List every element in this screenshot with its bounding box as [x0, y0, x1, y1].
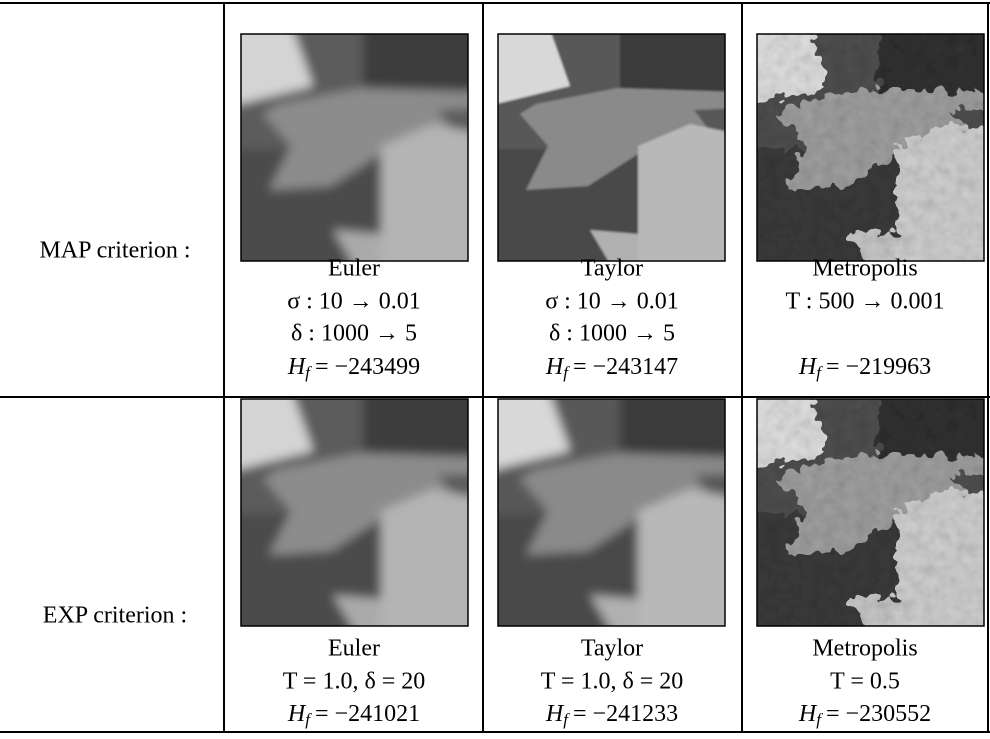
energy-subscript: f [816, 363, 823, 382]
energy-value: = −230552 [826, 701, 931, 727]
region [849, 595, 897, 626]
parameter: δ : 1000 → 5 [549, 321, 675, 347]
result-image [497, 33, 726, 262]
energy-subscript: f [305, 363, 312, 382]
image-regions [757, 399, 984, 626]
result-image [497, 398, 726, 627]
image-border [240, 398, 469, 627]
energy-value: = −243147 [573, 354, 678, 380]
result-image [240, 398, 469, 627]
image-regions [241, 399, 468, 626]
method-name: Taylor [581, 636, 643, 662]
energy-symbol: H [545, 701, 565, 727]
region [620, 399, 725, 467]
energy: Hf = −241021 [287, 701, 420, 729]
energy: Hf = −243147 [545, 354, 678, 382]
method-name: Euler [328, 636, 380, 662]
image-border [756, 33, 985, 262]
energy-subscript: f [816, 710, 823, 729]
energy-value: = −241021 [315, 701, 420, 727]
energy-symbol: H [287, 354, 307, 380]
energy-symbol: H [545, 354, 565, 380]
region [779, 88, 984, 190]
energy-value: = −243499 [315, 354, 420, 380]
region [381, 124, 468, 261]
image-filtered [757, 34, 984, 261]
parameter: σ : 10 → 0.01 [287, 289, 421, 315]
region [498, 399, 570, 469]
region [263, 453, 468, 555]
result-image [756, 398, 985, 627]
image-filtered [757, 399, 984, 626]
image-filtered [241, 399, 468, 626]
image-border [497, 398, 726, 627]
energy-subscript: f [563, 710, 570, 729]
region [620, 34, 725, 102]
parameter: T = 1.0, δ = 20 [541, 669, 684, 695]
energy-subscript: f [563, 363, 570, 382]
image-filtered [498, 34, 725, 261]
region [333, 230, 381, 261]
region [757, 34, 829, 104]
image-regions [498, 34, 725, 261]
energy: Hf = −230552 [798, 701, 931, 729]
parameter: δ : 1000 → 5 [291, 321, 417, 347]
method-name: Taylor [581, 256, 643, 282]
region [333, 595, 381, 626]
region [241, 399, 313, 469]
region [590, 230, 638, 261]
region [879, 399, 984, 467]
region [520, 88, 725, 190]
region [263, 88, 468, 190]
energy-subscript: f [305, 710, 312, 729]
image-border [240, 33, 469, 262]
parameter: T = 0.5 [830, 669, 900, 695]
image-border [497, 33, 726, 262]
image-regions [498, 399, 725, 626]
image-regions [757, 34, 984, 261]
region [879, 34, 984, 102]
energy: Hf = −243499 [287, 354, 420, 382]
energy-symbol: H [287, 701, 307, 727]
region [381, 489, 468, 626]
method-name: Metropolis [812, 636, 917, 662]
region [897, 124, 984, 261]
parameter: σ : 10 → 0.01 [545, 289, 679, 315]
region [638, 124, 725, 261]
image-filtered [498, 399, 725, 626]
region [241, 34, 313, 104]
image-filtered [241, 34, 468, 261]
energy: Hf = −241233 [545, 701, 678, 729]
energy-symbol: H [798, 701, 818, 727]
row-label: MAP criterion : [39, 238, 190, 264]
region [779, 453, 984, 555]
region [590, 595, 638, 626]
region [849, 230, 897, 261]
region [757, 399, 829, 469]
image-border [756, 398, 985, 627]
energy-symbol: H [798, 354, 818, 380]
region [897, 489, 984, 626]
energy-value: = −219963 [826, 354, 931, 380]
result-image [756, 33, 985, 262]
energy: Hf = −219963 [798, 354, 931, 382]
energy-value: = −241233 [573, 701, 678, 727]
method-name: Metropolis [812, 256, 917, 282]
result-image [240, 33, 469, 262]
region [638, 489, 725, 626]
image-regions [241, 34, 468, 261]
parameter: T = 1.0, δ = 20 [283, 669, 426, 695]
region [363, 34, 468, 102]
parameter: T : 500 → 0.001 [786, 289, 945, 315]
method-name: Euler [328, 256, 380, 282]
region [498, 34, 570, 104]
row-label: EXP criterion : [43, 603, 187, 629]
region [520, 453, 725, 555]
region [363, 399, 468, 467]
